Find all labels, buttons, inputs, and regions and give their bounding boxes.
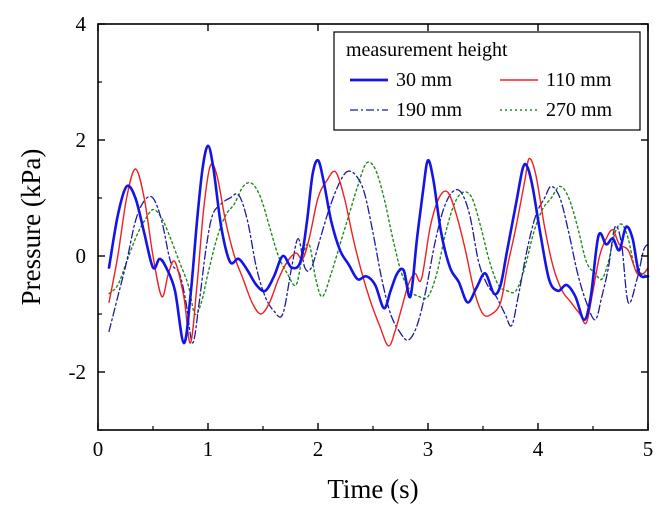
x-tick-label: 0 bbox=[93, 437, 104, 461]
x-axis-title: Time (s) bbox=[327, 474, 418, 504]
x-tick-label: 2 bbox=[313, 437, 324, 461]
x-tick-label: 3 bbox=[423, 437, 434, 461]
y-tick-label: 4 bbox=[76, 12, 87, 36]
legend-title: measurement height bbox=[346, 39, 508, 61]
series-line-190-mm bbox=[108, 170, 649, 344]
y-tick-label: -2 bbox=[69, 360, 87, 384]
legend-label: 30 mm bbox=[396, 69, 453, 91]
series-line-110-mm bbox=[108, 157, 649, 347]
legend-label: 270 mm bbox=[546, 99, 613, 121]
series-line-30-mm bbox=[107, 144, 650, 345]
y-axis-title: Pressure (kPa) bbox=[16, 149, 46, 306]
x-tick-label: 4 bbox=[533, 437, 544, 461]
legend-entries: 30 mm 110 mm 190 mm 270 mm bbox=[350, 69, 613, 121]
series-line-270-mm bbox=[108, 161, 649, 316]
y-tick-label: 2 bbox=[76, 128, 87, 152]
legend-label: 110 mm bbox=[546, 69, 612, 91]
series-layer bbox=[107, 144, 650, 347]
ticks-layer: 0 1 2 3 4 5 -2 0 2 4 bbox=[69, 12, 654, 461]
legend-label: 190 mm bbox=[396, 99, 463, 121]
x-tick-label: 1 bbox=[203, 437, 214, 461]
y-tick-label: 0 bbox=[76, 244, 87, 268]
legend: measurement height 30 mm 110 mm 190 mm 270 … bbox=[333, 31, 641, 131]
x-tick-label: 5 bbox=[643, 437, 654, 461]
